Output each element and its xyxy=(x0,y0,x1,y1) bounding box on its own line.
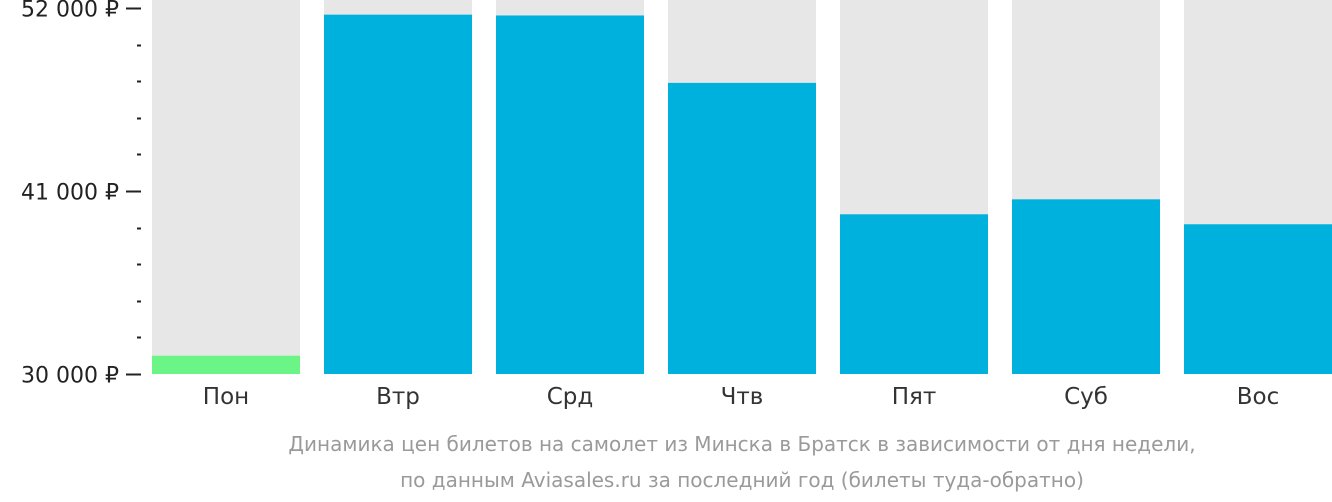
bar xyxy=(324,14,472,375)
chart-caption-line-2: по данным Aviasales.ru за последний год … xyxy=(400,468,1084,492)
bar xyxy=(1012,199,1160,374)
bar-cheapest xyxy=(152,355,300,374)
x-tick-label: Чтв xyxy=(721,384,764,410)
y-tick-label: 41 000 ₽ xyxy=(21,181,119,206)
bar xyxy=(1184,224,1332,374)
bar xyxy=(840,214,988,374)
y-tick-label: 52 000 ₽ xyxy=(21,0,119,23)
y-tick-label: 30 000 ₽ xyxy=(21,364,119,389)
x-tick-label: Пон xyxy=(203,384,249,410)
x-tick-label: Вос xyxy=(1237,384,1280,410)
chart-canvas: Пон Втр Срд Чтв Пят Суб Вос 52 000 ₽ 41 000 ₽ 30 … xyxy=(21,0,1332,410)
chart-caption-line-1: Динамика цен билетов на самолет из Минск… xyxy=(288,432,1196,456)
x-tick-label: Пят xyxy=(892,384,937,410)
bar xyxy=(668,82,816,374)
bar-track xyxy=(152,0,300,374)
x-tick-label: Втр xyxy=(376,384,420,410)
x-tick-label: Срд xyxy=(547,384,594,410)
bar xyxy=(496,15,644,375)
x-tick-label: Суб xyxy=(1064,384,1108,410)
